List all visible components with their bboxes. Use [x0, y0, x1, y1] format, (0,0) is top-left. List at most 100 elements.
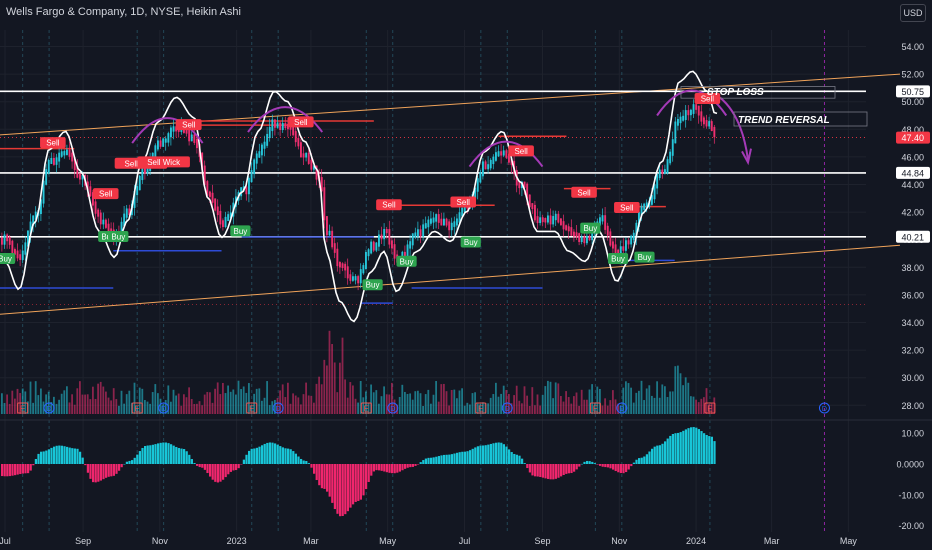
volume-bar: [482, 402, 484, 414]
candle-body: [159, 140, 162, 147]
dividend-marker-label: D: [505, 406, 510, 413]
candle-body: [263, 141, 266, 149]
volume-bar: [118, 405, 120, 414]
volume-bar: [658, 397, 661, 414]
candle-body: [710, 121, 713, 132]
oscillator-bar: [500, 442, 503, 464]
dividend-marker: [501, 402, 513, 414]
candle-body: [583, 236, 586, 244]
oscillator-bar: [541, 464, 544, 478]
candle-body: [526, 183, 529, 199]
signal-label-text: Buy: [400, 257, 414, 266]
candle-body: [281, 122, 284, 131]
oscillator-bar: [71, 448, 74, 464]
dividend-marker-label: D: [276, 406, 281, 413]
oscillator-bar: [393, 464, 396, 474]
volume-bar: [248, 383, 250, 414]
oscillator-bar: [92, 464, 95, 483]
volume-bar: [700, 398, 703, 414]
volume-bar: [536, 394, 539, 414]
oscillator-bar: [627, 464, 630, 470]
volume-bar: [357, 402, 359, 414]
y-tick-label: 38.00: [901, 263, 924, 273]
volume-bar: [653, 397, 656, 414]
oscillator-pane: [0, 419, 932, 517]
volume-bar: [133, 382, 136, 414]
candle-body: [73, 157, 76, 171]
volume-bar: [302, 394, 305, 414]
sell-signal-label: Sell: [614, 201, 640, 213]
candle-body: [211, 192, 214, 203]
oscillator-bar: [427, 457, 430, 464]
volume-bar: [471, 393, 474, 414]
volume-bar: [604, 398, 606, 414]
candle-body: [333, 243, 336, 253]
volume-bar: [419, 393, 422, 414]
candle-body: [684, 110, 687, 120]
volume-bar: [609, 400, 612, 414]
oscillator-bar: [578, 464, 581, 467]
candle-body: [575, 232, 578, 238]
dividend-marker-label: D: [390, 406, 395, 413]
oscillator-bar: [60, 445, 63, 464]
y-tick-label: 32.00: [901, 346, 924, 356]
earnings-marker: [246, 402, 258, 414]
candle-body: [92, 192, 94, 206]
currency-button[interactable]: USD: [900, 4, 926, 22]
oscillator-bar: [666, 438, 669, 464]
sell-signal-label: Sell: [571, 186, 597, 198]
y-tick-label: 34.00: [901, 318, 924, 328]
oscillator-bar: [687, 428, 690, 464]
signal-label-text: Sell: [182, 121, 196, 130]
volume-bar: [445, 391, 448, 414]
candle-body: [255, 153, 258, 164]
oscillator-bar: [567, 464, 570, 474]
oscillator-bar: [692, 427, 695, 464]
oscillator-bar: [266, 442, 269, 464]
oscillator-bar: [614, 464, 617, 472]
candle-body: [300, 142, 302, 158]
candle-body: [625, 240, 627, 251]
volume-bar: [71, 394, 73, 414]
volume-bar: [149, 403, 151, 414]
candle-body: [539, 217, 542, 224]
volume-bar: [492, 394, 495, 414]
candle-body: [531, 203, 534, 210]
oscillator-bar: [591, 461, 594, 464]
x-tick-label: Nov: [152, 536, 169, 546]
oscillator-bar: [328, 464, 331, 497]
y-tick-label: 48.00: [901, 125, 924, 135]
volume-bar: [645, 388, 648, 414]
oscillator-bar: [245, 454, 248, 464]
volume-bar: [500, 393, 502, 414]
volume-bar: [398, 396, 401, 414]
volume-bar: [255, 388, 258, 414]
oscillator-bar: [128, 460, 131, 464]
candle-body: [505, 150, 508, 158]
volume-bar: [235, 394, 237, 414]
trend-reversal-box: [733, 111, 868, 127]
volume-bar: [219, 394, 222, 414]
volume-bar: [305, 382, 307, 414]
candle-body: [21, 250, 24, 260]
oscillator-bar: [539, 464, 542, 478]
oscillator-bar: [292, 451, 295, 464]
candle-body: [302, 153, 305, 158]
volume-bar: [323, 359, 326, 414]
volume-bar: [617, 403, 619, 414]
oscillator-bar: [544, 464, 547, 479]
oscillator-bar: [120, 464, 123, 468]
candle-body: [313, 165, 315, 170]
candle-body: [612, 241, 614, 249]
oscillator-bar: [497, 442, 500, 464]
volume-bar: [144, 400, 146, 414]
candle-body: [456, 218, 458, 226]
volume-bar: [684, 377, 687, 414]
earnings-marker-label: E: [593, 405, 598, 414]
volume-bar: [180, 405, 183, 414]
volume-bar: [313, 402, 315, 414]
volume-bar: [29, 381, 32, 414]
volume-bar: [417, 390, 419, 414]
